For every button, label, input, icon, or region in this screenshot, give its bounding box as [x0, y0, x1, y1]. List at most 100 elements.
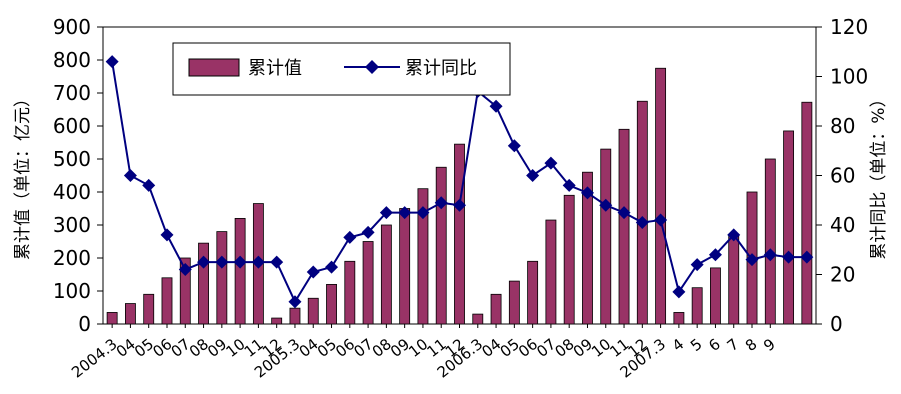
- x-tick-label-35: 8: [742, 335, 761, 355]
- line-point-0: [105, 55, 119, 69]
- line-point-30: [654, 213, 668, 227]
- left-axis-label: 累计值（单位：亿元）: [13, 90, 33, 260]
- line-point-16: [398, 206, 412, 220]
- legend-line-marker: [365, 60, 379, 74]
- left-tick-label-5: 500: [53, 147, 91, 171]
- x-axis: 2004.30405060708091011122005.30405060708…: [68, 324, 779, 381]
- bar-23: [527, 260, 539, 325]
- legend-line-label: 累计同比: [405, 58, 477, 79]
- left-tick-label-4: 400: [53, 180, 91, 204]
- line-point-22: [507, 139, 521, 153]
- line-point-8: [251, 255, 265, 269]
- line-point-14: [361, 225, 375, 239]
- left-tick-label-3: 300: [53, 213, 91, 237]
- right-tick-label-5: 100: [830, 65, 868, 89]
- left-y-axis: 0 100 200 300 400 500 600 700 800 900: [53, 15, 103, 336]
- bar-9: [271, 317, 283, 325]
- left-tick-label-8: 800: [53, 48, 91, 72]
- legend-bar-swatch: [188, 58, 240, 77]
- bar-31: [673, 312, 685, 325]
- bar-12: [326, 283, 337, 325]
- right-y-axis: 0 20 40 60 80 100 120: [816, 15, 868, 336]
- line-point-5: [197, 255, 211, 269]
- bar-21: [490, 293, 502, 325]
- line-point-1: [123, 169, 137, 182]
- bar-30: [655, 67, 667, 325]
- bar-6: [216, 231, 228, 325]
- bar-10: [289, 307, 301, 325]
- bar-3: [161, 277, 173, 325]
- legend-bar-label: 累计值: [248, 58, 302, 79]
- bar-28: [618, 128, 630, 325]
- line-point-26: [580, 186, 594, 200]
- line-point-31: [672, 285, 686, 299]
- left-tick-label-9: 900: [53, 15, 91, 39]
- line-point-21: [489, 99, 503, 113]
- line-point-7: [233, 255, 247, 269]
- line-point-24: [544, 156, 558, 170]
- bar-25: [563, 194, 575, 325]
- legend: 累计值 累计同比: [172, 42, 511, 96]
- line-point-23: [526, 169, 540, 182]
- bar-37: [783, 130, 795, 325]
- line-point-29: [635, 216, 649, 230]
- bar-7: [234, 217, 246, 325]
- line-point-6: [215, 255, 229, 269]
- line-point-28: [617, 206, 631, 220]
- bar-20: [472, 313, 484, 325]
- left-tick-label-1: 100: [53, 279, 91, 303]
- line-point-3: [160, 228, 174, 242]
- right-tick-label-4: 80: [830, 114, 855, 138]
- right-tick-label-2: 40: [830, 213, 855, 237]
- x-tick-label-33: 6: [705, 335, 724, 355]
- left-tick-label-0: 0: [78, 312, 91, 336]
- line-point-32: [690, 258, 704, 272]
- line-point-38: [800, 250, 814, 264]
- line-point-12: [325, 260, 339, 274]
- line-point-37: [782, 250, 796, 264]
- line-point-34: [727, 228, 741, 242]
- line-point-15: [379, 206, 393, 220]
- line-point-13: [343, 230, 357, 244]
- line-point-9: [270, 255, 284, 269]
- bar-27: [600, 148, 612, 325]
- bar-34: [728, 234, 740, 325]
- line-point-2: [142, 178, 156, 192]
- bar-36: [764, 158, 776, 325]
- bar-32: [691, 287, 703, 325]
- bar-11: [307, 297, 319, 325]
- line-point-18: [434, 196, 448, 210]
- right-tick-label-1: 20: [830, 263, 855, 287]
- bar-0: [106, 312, 118, 325]
- left-tick-label-2: 200: [53, 246, 91, 270]
- bar-33: [710, 267, 721, 325]
- line-point-11: [306, 265, 320, 279]
- line-point-19: [453, 198, 466, 212]
- bar-series: [106, 67, 813, 325]
- bar-29: [636, 100, 648, 325]
- bar-24: [545, 219, 557, 325]
- bar-15: [380, 224, 392, 325]
- x-tick-label-36: 9: [760, 335, 779, 355]
- bar-14: [362, 241, 374, 325]
- line-series: [105, 55, 814, 309]
- right-tick-label-6: 120: [830, 15, 868, 39]
- x-tick-label-0: 2004.3: [68, 335, 120, 382]
- bar-2: [143, 293, 155, 325]
- x-tick-label-34: 7: [724, 335, 743, 355]
- bar-22: [508, 280, 520, 325]
- right-tick-label-3: 60: [830, 164, 855, 188]
- left-tick-label-6: 600: [53, 114, 91, 138]
- line-point-17: [416, 206, 430, 220]
- right-axis-label: 累计同比（单位：%）: [869, 90, 889, 259]
- bar-1: [125, 303, 136, 325]
- line-point-4: [178, 263, 192, 277]
- bar-5: [198, 242, 209, 325]
- line-point-36: [763, 248, 777, 262]
- line-point-25: [562, 178, 576, 192]
- line-point-35: [745, 253, 759, 267]
- bar-16: [399, 208, 411, 325]
- bar-38: [801, 101, 813, 325]
- x-tick-label-31: 4: [669, 335, 688, 355]
